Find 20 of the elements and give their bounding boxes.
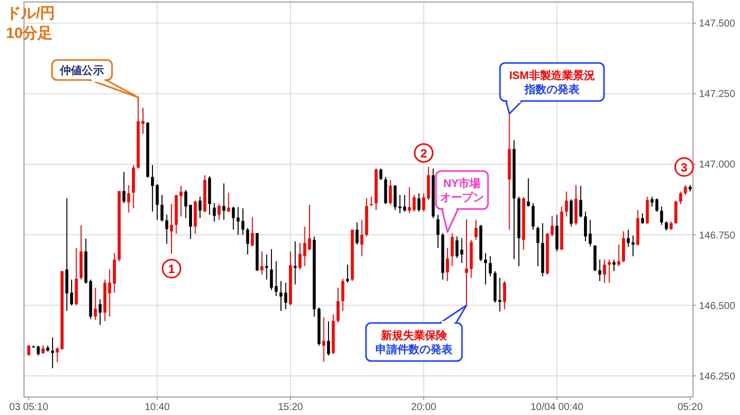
x-tick-label: 05:20 [678,402,704,413]
annotation: 2 [420,146,428,160]
x-tick-label: 15:20 [278,402,304,413]
x-tick-label: 10/04 00:40 [530,402,584,413]
x-tick-label: 10:40 [144,402,170,413]
y-tick-label: 147.500 [699,18,736,30]
y-tick-label: 147.250 [699,89,736,100]
annotation: NY市場オープン [440,177,484,204]
annotation: ISM非製造業景況指数の発表 [509,69,595,96]
x-tick-label: 03 05:10 [9,402,49,413]
annotation: 3 [680,160,688,174]
y-tick-label: 146.750 [699,230,736,242]
text: ドル/円 10分足 [6,5,56,42]
x-tick-label: 20:00 [411,402,437,413]
annotation: 1 [168,262,176,276]
y-tick-label: 146.500 [699,300,736,312]
y-tick-label: 146.250 [699,371,736,382]
annotation: 仲値公示 [59,64,104,77]
annotation: 新規失業保険申請件数の発表 [376,329,454,356]
y-tick-label: 147.000 [699,160,736,171]
